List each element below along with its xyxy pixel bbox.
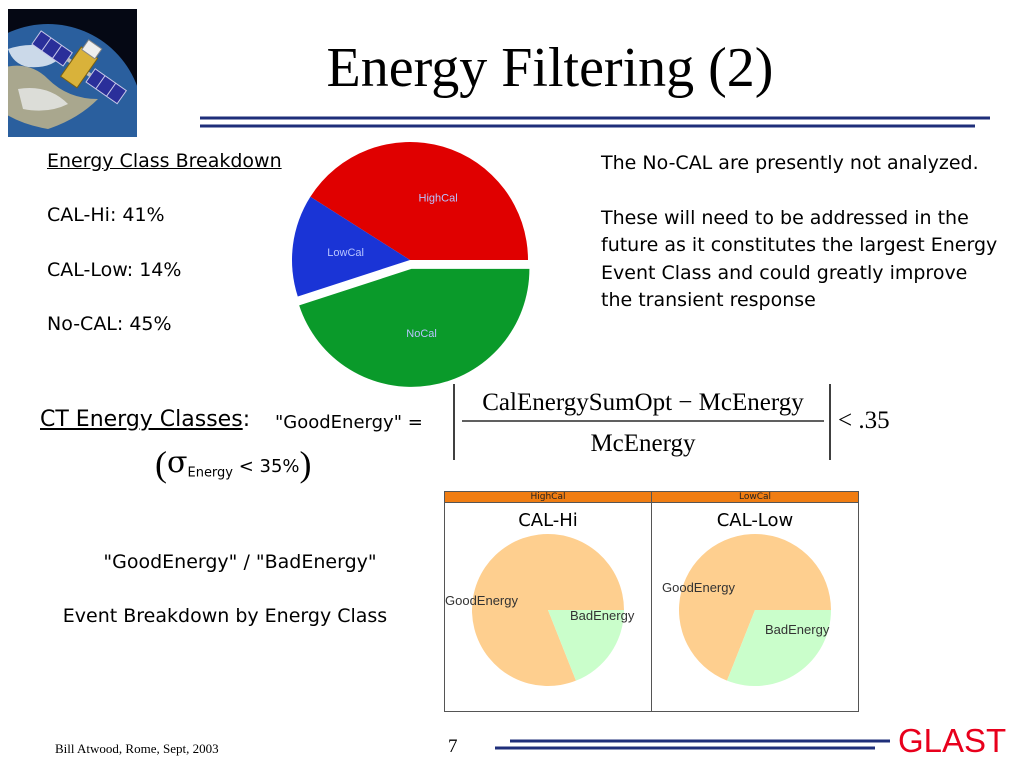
formula-numerator: CalEnergySumOpt − McEnergy <box>482 389 804 416</box>
glast-brand: GLAST <box>898 722 1007 759</box>
title-rule <box>200 116 990 128</box>
breakdown-heading: Energy Class Breakdown <box>47 150 282 172</box>
cal-low-share: CAL-Low: 14% <box>47 259 182 281</box>
author-footer: Bill Atwood, Rome, Sept, 2003 <box>55 741 219 756</box>
energy-formula: CalEnergySumOpt − McEnergy McEnergy < .3… <box>453 384 890 460</box>
panel-title: CAL-Hi <box>518 510 578 531</box>
pie-label-goodenergy: GoodEnergy <box>662 580 735 595</box>
note-paragraph-2: These will need to be addressed in the f… <box>601 206 998 312</box>
note-paragraph-1: The No-CAL are presently not analyzed. <box>601 152 979 174</box>
footer-rule <box>495 739 890 750</box>
energy-class-pie-chart: HighCal LowCal NoCal <box>292 142 530 387</box>
energy-class-pie-grid: HighCal CAL-Hi GoodEnergy BadEnergy LowCa… <box>444 491 859 712</box>
pie-slice-highcal <box>310 142 528 260</box>
pie-label-nocal: NoCal <box>406 328 437 340</box>
cal-hi-share: CAL-Hi: 41% <box>47 204 165 226</box>
pie-label-badenergy: BadEnergy <box>765 622 830 637</box>
pie-slice-badenergy <box>548 610 624 681</box>
panel-header: HighCal <box>445 492 651 503</box>
cal-low-pie-chart: GoodEnergy BadEnergy <box>662 534 831 686</box>
pie-slice-lowcal <box>292 196 410 297</box>
sigma-condition: (σEnergy < 35%) <box>155 443 312 485</box>
pie-slice-badenergy <box>727 610 831 686</box>
panel-title: CAL-Low <box>716 510 794 531</box>
panel-header: LowCal <box>652 492 858 503</box>
pie-label-badenergy: BadEnergy <box>570 608 635 623</box>
formula-denominator: McEnergy <box>590 430 696 457</box>
cal-hi-panel: HighCal CAL-Hi GoodEnergy BadEnergy <box>445 492 652 711</box>
goodenergy-badenergy-caption: "GoodEnergy" / "BadEnergy" <box>103 551 377 573</box>
pie-slice-goodenergy <box>679 534 831 681</box>
goodenergy-definition: "GoodEnergy" = <box>275 412 423 433</box>
no-cal-note: The No-CAL are presently not analyzed. T… <box>601 150 1001 342</box>
pie-label-goodenergy: GoodEnergy <box>445 593 518 608</box>
satellite-logo-icon <box>0 9 143 214</box>
slide-title: Energy Filtering (2) <box>326 37 774 99</box>
cal-low-panel: LowCal CAL-Low GoodEnergy BadEnergy <box>652 492 858 711</box>
page-number: 7 <box>448 736 458 757</box>
sigma-threshold: < 35% <box>233 456 300 477</box>
ct-energy-classes-text: CT Energy Classes <box>40 407 243 432</box>
sigma-subscript: Energy <box>187 465 233 481</box>
no-cal-share: No-CAL: 45% <box>47 313 172 335</box>
open-paren: ( <box>155 444 167 484</box>
sigma-symbol: σ <box>167 445 188 480</box>
pie-slice-nocal <box>299 268 530 387</box>
cal-hi-pie-chart: GoodEnergy BadEnergy <box>445 534 635 686</box>
formula-threshold: < .35 <box>838 407 890 434</box>
pie-label-lowcal: LowCal <box>327 247 364 259</box>
close-paren: ) <box>299 444 312 484</box>
pie-label-highcal: HighCal <box>419 193 458 205</box>
ct-energy-classes-label: CT Energy Classes: <box>40 407 250 432</box>
event-breakdown-caption: Event Breakdown by Energy Class <box>62 605 388 627</box>
ct-colon: : <box>242 407 251 432</box>
